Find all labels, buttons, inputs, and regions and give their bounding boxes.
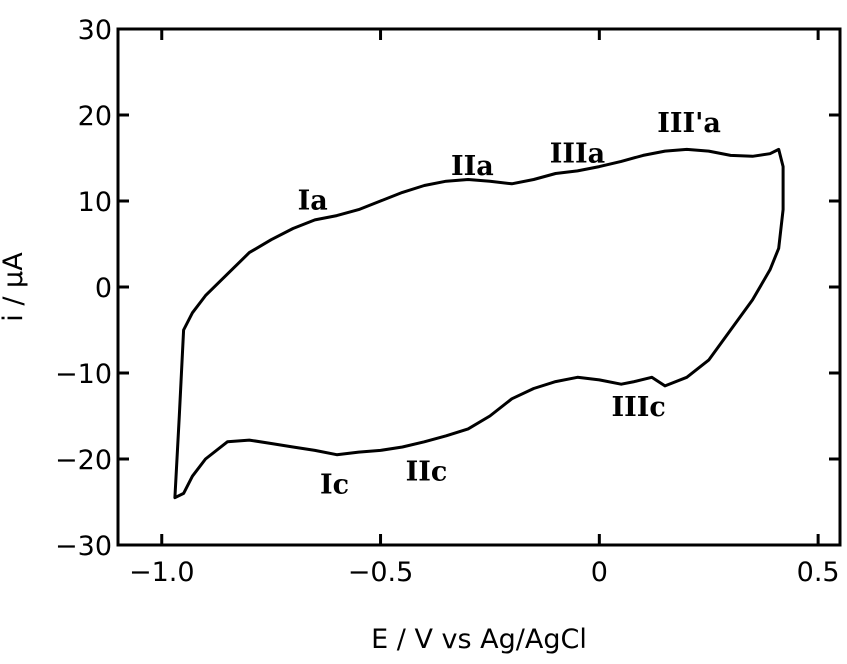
x-axis-title: E / V vs Ag/AgCl — [371, 624, 587, 655]
peak-label: IIc — [406, 457, 448, 488]
peak-label: Ic — [320, 469, 349, 500]
peak-label: IIIc — [612, 392, 666, 423]
axis-tick-labels: −1.0 −0.5 0 0.5 30 20 10 0 −10 −20 −30 — [55, 15, 840, 588]
y-tick-label: 20 — [78, 101, 112, 132]
y-axis-title: i / μA — [0, 252, 29, 322]
x-tick-label: 0.5 — [797, 557, 840, 588]
cv-curve-line — [173, 147, 785, 500]
peak-label: IIIa — [550, 138, 605, 169]
y-tick-label: 10 — [78, 187, 112, 218]
x-tick-label: −0.5 — [348, 557, 414, 588]
y-tick-label: −30 — [55, 531, 112, 562]
peak-label: Ia — [298, 186, 328, 217]
peak-label: IIa — [451, 151, 494, 182]
peak-label: III'a — [657, 108, 721, 139]
y-tick-label: 0 — [95, 273, 112, 304]
y-tick-label: −10 — [55, 359, 112, 390]
y-tick-label: −20 — [55, 445, 112, 476]
x-tick-label: 0 — [591, 557, 608, 588]
y-tick-label: 30 — [78, 15, 112, 46]
peak-annotations: Ia IIa IIIa III'a Ic IIc IIIc — [298, 108, 721, 500]
axis-ticks — [118, 27, 840, 547]
x-tick-label: −1.0 — [129, 557, 195, 588]
plot-frame — [116, 27, 842, 547]
